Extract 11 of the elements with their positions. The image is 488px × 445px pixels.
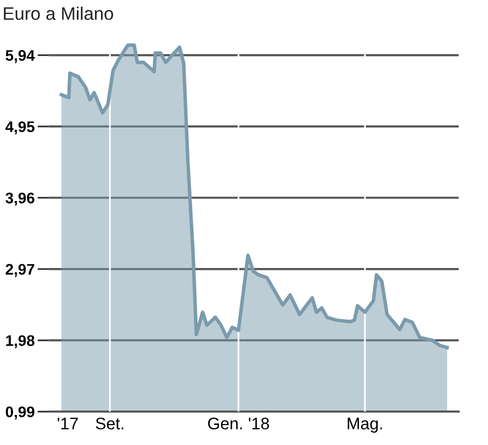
y-tick-label: 1,98 — [6, 335, 34, 348]
y-tick-label: 3,96 — [6, 192, 34, 206]
x-tick-label: Gen. '18 — [208, 418, 269, 430]
y-tick-label: 2,97 — [6, 264, 34, 277]
y-tick-label: 0,99 — [6, 406, 34, 420]
y-tick-label: 4,95 — [5, 121, 34, 134]
x-tick-label: '17 — [58, 418, 78, 430]
chart-title: Euro a Milano — [4, 6, 114, 20]
x-tick-label: Mag. — [348, 418, 382, 433]
y-tick-label: 5,94 — [6, 50, 35, 64]
x-tick-label: Set. — [96, 418, 124, 430]
